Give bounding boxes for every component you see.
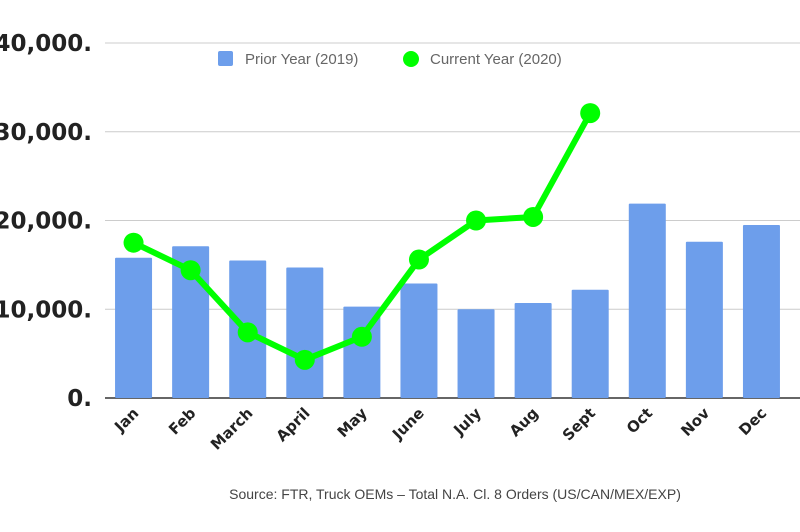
legend-swatch-prior-year [218, 51, 233, 66]
x-tick-label: Aug [506, 404, 542, 440]
x-tick-label: April [273, 404, 314, 445]
y-tick-label: 40,000. [0, 31, 92, 57]
x-tick-label: Oct [623, 404, 656, 437]
point-april [294, 349, 315, 370]
bar-nov [685, 241, 723, 398]
x-tick-label: Nov [677, 404, 713, 440]
y-tick-label: 10,000. [0, 297, 92, 323]
bar-sept [571, 289, 609, 398]
x-tick-label: March [207, 404, 257, 454]
point-jan [123, 232, 144, 253]
x-tick-label: July [449, 404, 485, 440]
bar-may [343, 306, 381, 398]
y-tick-label: 20,000. [0, 209, 92, 235]
x-tick-label: Dec [735, 404, 770, 439]
legend-label-prior-year: Prior Year (2019) [245, 51, 358, 68]
x-tick-label: May [334, 404, 371, 441]
x-tick-label: Feb [165, 404, 200, 439]
bar-aug [514, 303, 552, 398]
bar-dec [742, 224, 780, 398]
bar-july [457, 309, 495, 398]
y-tick-label: 0. [67, 386, 92, 412]
legend: Prior Year (2019) Current Year (2020) [218, 51, 562, 68]
legend-marker-current-year [403, 51, 419, 67]
x-tick-label: Jan [110, 404, 142, 436]
x-tick-label: June [388, 404, 428, 444]
point-feb [180, 260, 201, 281]
bar-jan [115, 257, 153, 398]
legend-label-current-year: Current Year (2020) [430, 51, 562, 68]
point-aug [523, 206, 544, 227]
y-tick-label: 30,000. [0, 120, 92, 146]
point-march [237, 322, 258, 343]
x-tick-label: Sept [559, 404, 599, 444]
chart-source: Source: FTR, Truck OEMs – Total N.A. Cl.… [229, 486, 681, 502]
point-july [466, 210, 487, 231]
bar-april [286, 267, 324, 398]
point-sept [580, 103, 601, 124]
bar-june [400, 283, 438, 398]
point-may [351, 326, 372, 347]
point-june [408, 249, 429, 270]
bar-oct [628, 203, 666, 398]
